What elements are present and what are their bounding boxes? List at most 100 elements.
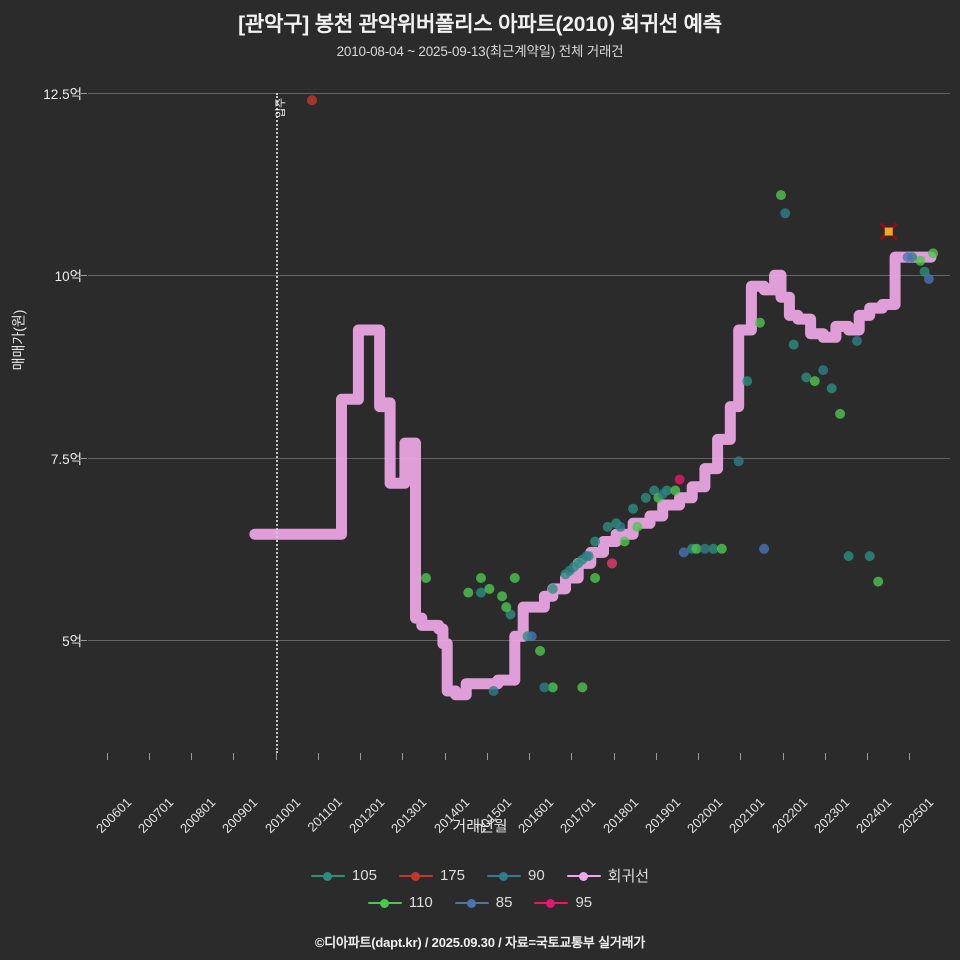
data-point	[547, 583, 558, 594]
grid-line	[88, 93, 950, 94]
page-title: [관악구] 봉천 관악위버폴리스 아파트(2010) 회귀선 예측	[238, 13, 722, 36]
legend-item-110[interactable]: 110	[367, 894, 433, 911]
legend-swatch-icon	[367, 897, 402, 909]
movein-label: 입주	[274, 97, 287, 118]
grid-line	[88, 457, 950, 459]
legend-swatch-icon	[486, 870, 521, 882]
data-point	[509, 573, 520, 583]
legend-item-175[interactable]: 175	[398, 867, 465, 884]
series-95	[607, 474, 685, 569]
legend: 105 175 90 회귀선 110 85 95	[0, 862, 960, 916]
x-tick-mark	[571, 753, 573, 760]
data-point	[843, 551, 854, 562]
data-point	[564, 565, 575, 576]
x-tick-mark	[317, 753, 319, 760]
x-tick-mark	[740, 753, 742, 760]
data-point	[602, 521, 613, 532]
x-tick-mark	[613, 753, 615, 760]
data-point	[852, 336, 862, 346]
legend-item-95[interactable]: 95	[534, 894, 592, 911]
data-point	[928, 248, 939, 259]
movein-dotted-line	[275, 93, 278, 753]
data-point	[421, 573, 431, 583]
data-point	[590, 573, 601, 583]
x-tick-mark	[402, 753, 404, 760]
data-point	[476, 587, 486, 598]
data-point	[526, 631, 537, 642]
legend-swatch-icon	[310, 870, 345, 882]
series-110	[421, 190, 939, 693]
legend-row-2: 110 85 95	[0, 889, 960, 916]
grid-line	[88, 275, 950, 277]
x-tick-mark	[909, 753, 911, 760]
legend-label: 105	[351, 867, 377, 884]
x-tick-mark	[824, 753, 826, 760]
data-point	[780, 208, 791, 219]
data-point	[759, 543, 770, 554]
x-axis-title: 거래년월	[452, 818, 508, 835]
data-point	[864, 551, 875, 562]
x-tick-mark	[486, 753, 488, 760]
x-tick-mark	[275, 753, 277, 760]
y-tick-label: 5억	[62, 633, 82, 649]
data-point	[678, 547, 689, 558]
data-point	[826, 383, 837, 394]
legend-label: 95	[575, 894, 593, 911]
series-85	[526, 252, 934, 642]
legend-label: 175	[439, 867, 465, 884]
data-point	[539, 682, 550, 693]
y-tick-label: 7.5억	[50, 451, 82, 467]
legend-item-85[interactable]: 85	[454, 894, 512, 911]
data-point	[640, 492, 651, 503]
legend-row-1: 105 175 90 회귀선	[0, 862, 960, 889]
latest-marker-core	[884, 227, 893, 236]
data-point	[488, 686, 499, 696]
legend-label: 90	[527, 867, 545, 884]
legend-swatch-icon	[398, 870, 433, 882]
data-point	[632, 521, 643, 532]
legend-swatch-icon	[534, 897, 569, 909]
series-105	[476, 266, 930, 642]
data-point	[476, 573, 486, 583]
data-point	[699, 543, 710, 554]
x-tick-mark	[360, 753, 362, 760]
legend-swatch-icon	[454, 897, 489, 909]
data-point	[674, 474, 685, 485]
data-point	[619, 536, 630, 547]
series-175	[307, 95, 317, 106]
latest-transaction-marker	[879, 222, 898, 241]
data-point	[657, 489, 668, 500]
data-point	[754, 317, 765, 328]
data-point	[873, 576, 884, 587]
x-tick-mark	[148, 753, 150, 760]
legend-item-105[interactable]: 105	[310, 867, 377, 884]
data-point	[463, 587, 474, 598]
y-tick-mark	[81, 639, 87, 641]
y-tick-mark	[81, 275, 87, 277]
data-point	[788, 339, 799, 350]
legend-item-90[interactable]: 90	[486, 867, 545, 884]
data-point	[607, 558, 617, 569]
legend-label: 회귀선	[607, 868, 650, 885]
x-tick-mark	[191, 753, 193, 760]
data-point	[649, 485, 660, 496]
data-point	[708, 543, 719, 554]
data-point	[535, 645, 546, 656]
y-axis-labels: 12.5억 10억 7.5억 5억	[0, 87, 82, 649]
x-tick-mark	[106, 753, 108, 760]
series-90	[488, 208, 917, 696]
legend-item-회귀선[interactable]: 회귀선	[566, 865, 650, 886]
data-point	[818, 365, 829, 376]
data-point	[590, 536, 601, 547]
data-point	[923, 274, 934, 284]
data-point	[776, 190, 786, 201]
x-tick-mark	[529, 753, 531, 760]
regression-line	[249, 251, 937, 701]
x-tick-mark	[233, 753, 235, 760]
x-tick-mark	[867, 753, 869, 760]
footer-credit: ©디아파트(dapt.kr) / 2025.09.30 / 자료=국토교통부 실…	[314, 935, 646, 950]
data-point	[902, 252, 913, 263]
data-point	[835, 408, 846, 419]
